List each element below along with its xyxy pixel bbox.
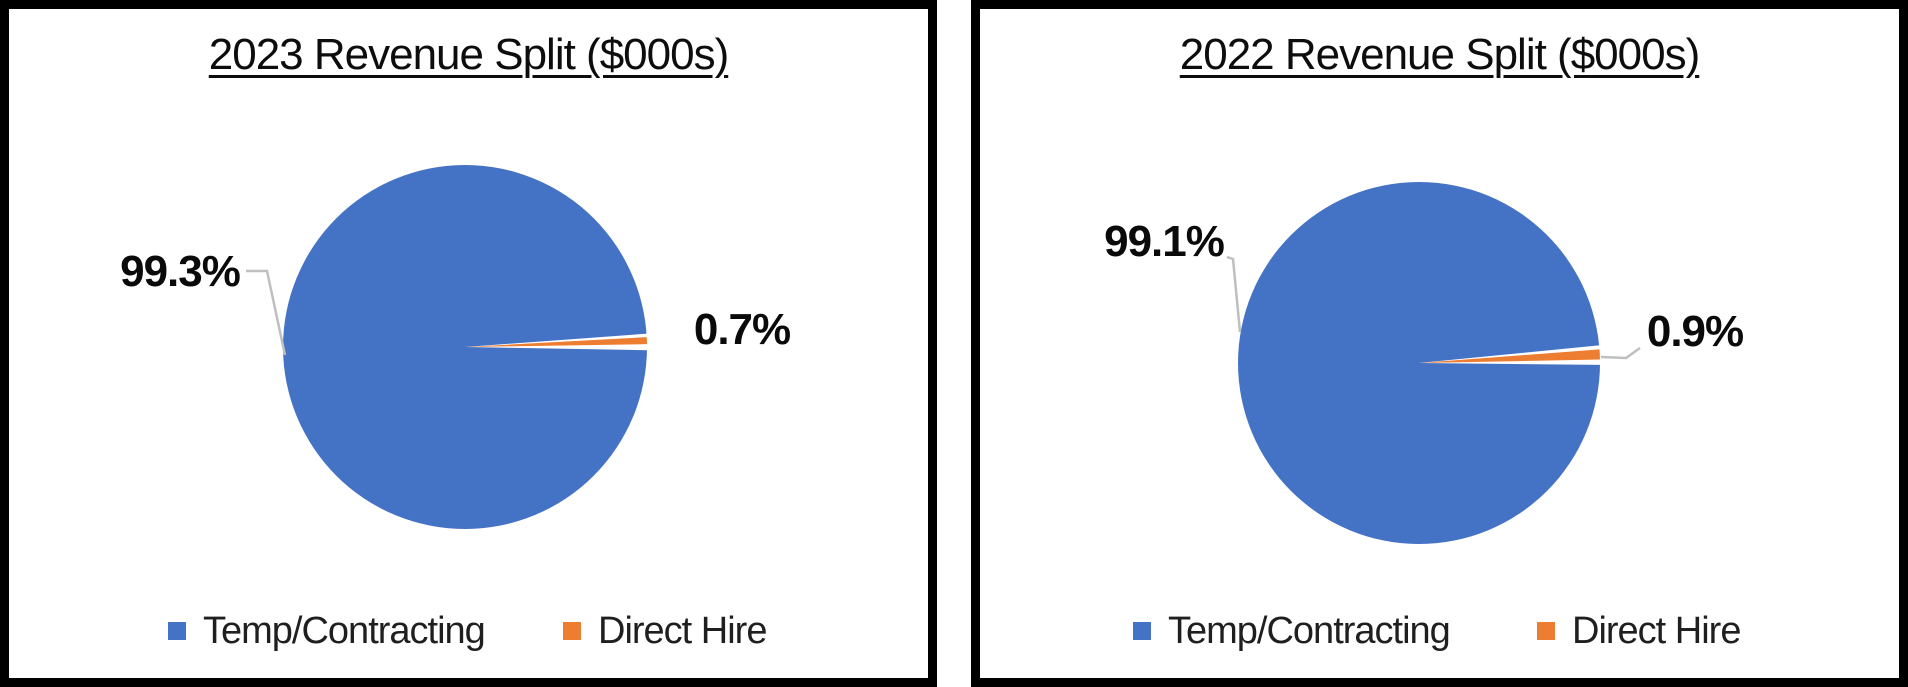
label-leader-line — [246, 269, 287, 356]
legend-label-direct-2023: Direct Hire — [598, 610, 767, 652]
legend-item-temp-2022: Temp/Contracting — [1133, 610, 1451, 652]
legend-label-temp-2022: Temp/Contracting — [1168, 610, 1451, 652]
legend-swatch-temp-2023 — [168, 622, 186, 640]
pie-2022 — [1226, 182, 1641, 544]
legend-label-direct-2022: Direct Hire — [1572, 610, 1741, 652]
legend-swatch-direct-2023 — [563, 622, 581, 640]
legend-swatch-direct-2022 — [1537, 622, 1555, 640]
pie-2023 — [246, 165, 648, 529]
legend-item-direct-2022: Direct Hire — [1537, 610, 1741, 652]
pie-slice-direct-hire — [465, 337, 647, 347]
legend-label-temp-2023: Temp/Contracting — [203, 610, 486, 652]
label-leader-line — [1600, 346, 1641, 360]
legend-item-direct-2023: Direct Hire — [563, 610, 767, 652]
legend-swatch-temp-2022 — [1133, 622, 1151, 640]
value-label-direct-2022: 0.9% — [1646, 307, 1744, 356]
chart-title-2023: 2023 Revenue Split ($000s) — [208, 30, 729, 79]
pie-slice-direct-hire — [1419, 349, 1600, 363]
label-leader-line — [1226, 255, 1242, 333]
legend-item-temp-2023: Temp/Contracting — [168, 610, 486, 652]
chart-title-2022: 2022 Revenue Split ($000s) — [1179, 30, 1700, 79]
value-label-temp-2023: 99.3% — [120, 247, 241, 296]
value-label-direct-2023: 0.7% — [693, 305, 791, 354]
value-label-temp-2022: 99.1% — [1104, 217, 1225, 266]
